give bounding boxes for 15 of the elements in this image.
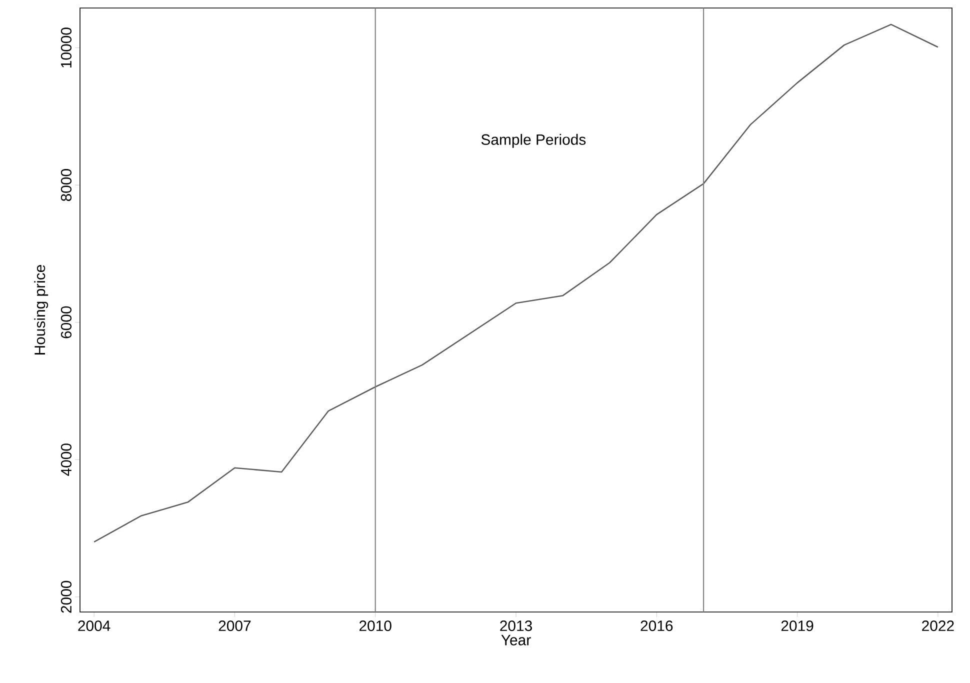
x-tick-label: 2007 [218, 620, 251, 632]
y-tick-label: 6000 [60, 306, 72, 338]
y-tick-label: 10000 [60, 28, 72, 68]
x-axis-title: Year [501, 634, 531, 646]
y-tick-label: 4000 [60, 444, 72, 476]
x-tick-label: 2022 [922, 620, 954, 632]
x-tick-label: 2013 [500, 620, 532, 632]
y-axis-title: Housing price [34, 265, 48, 354]
x-tick-label: 2019 [781, 620, 814, 632]
x-tick-label: 2016 [640, 620, 673, 632]
y-tick-label: 8000 [60, 169, 72, 202]
y-tick-label: 2000 [60, 580, 72, 613]
annotation: Sample Periods [481, 134, 586, 148]
x-tick-label: 2004 [78, 620, 110, 632]
x-tick-label: 2010 [359, 620, 392, 632]
